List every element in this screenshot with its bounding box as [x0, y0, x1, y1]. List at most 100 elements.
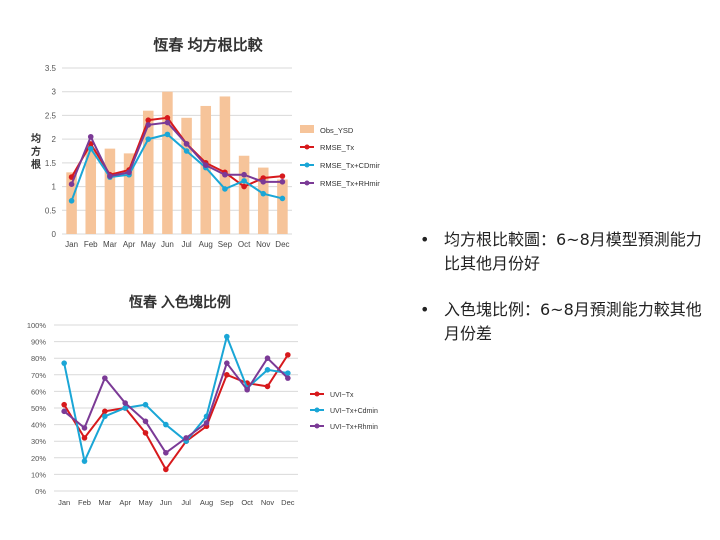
bar-obs-ysd [238, 155, 250, 234]
series-point [81, 458, 88, 464]
legend-label: Obs_YSD [320, 126, 354, 135]
series-point [126, 169, 132, 176]
series-point [224, 372, 230, 378]
legend-label: RMSE_Tx [320, 143, 354, 152]
series-point [244, 386, 250, 393]
legend-label: RMSE_Tx+CDmin [320, 161, 380, 170]
y-tick-label: 100% [27, 321, 47, 330]
series-point [107, 173, 113, 179]
y-tick-label: 80% [31, 354, 46, 363]
series-point [102, 375, 108, 381]
y-tick-label: 3 [52, 88, 57, 97]
y-tick-label: 2 [52, 135, 57, 144]
series-point [222, 171, 228, 178]
legend-swatch-marker [304, 180, 310, 186]
y-tick-label: 40% [31, 421, 46, 430]
bar-obs-ysd [219, 96, 231, 234]
x-tick-label: Apr [119, 498, 131, 507]
legend-label: UVI~Tx+Rhmin [330, 424, 378, 431]
series-point [264, 355, 271, 361]
bar-obs-ysd [104, 148, 116, 234]
x-tick-label: Sep [220, 498, 233, 507]
series-point [61, 408, 67, 415]
series-point [142, 430, 149, 436]
color-block-ratio-chart: 恆春 入色塊比例 0% 10% 20% 30% 40% 50% 60% 70% 80% 90% 100… [0, 290, 380, 524]
series-point [142, 401, 149, 408]
legend-label: RMSE_Tx+RHmin [320, 179, 380, 188]
x-tick-label: May [138, 498, 152, 507]
y-axis-label-char: 均 [31, 132, 41, 145]
bar-obs-ysd [181, 117, 192, 234]
series-point [142, 418, 149, 425]
series-point [164, 131, 171, 138]
series-line [70, 133, 283, 202]
series-point [202, 162, 209, 169]
series-point [122, 400, 128, 406]
y-tick-label: 3.5 [45, 64, 57, 73]
x-tick-label: Jun [160, 498, 172, 507]
series-point [81, 435, 88, 441]
legend-swatch-marker [314, 407, 320, 413]
y-tick-label: 10% [31, 470, 46, 479]
x-tick-label: Aug [199, 240, 213, 249]
series-point [145, 136, 152, 142]
rmse-chart: 恆春 均方根比較 0 0.5 1 1.5 2 2.5 3 3.5 均方根 Jan Feb Mar Apr M… [0, 28, 381, 272]
legend-swatch-marker [304, 144, 310, 150]
x-tick-label: Jan [58, 498, 70, 507]
series-point [264, 367, 271, 373]
legend-label: UVI~Tx+Cdmin [330, 408, 378, 415]
x-tick-label: Nov [256, 240, 270, 249]
series-point [279, 173, 286, 179]
series-point [241, 171, 247, 178]
series-point [279, 179, 286, 185]
bar-obs-ysd [277, 179, 288, 234]
x-tick-label: Sep [218, 240, 233, 249]
x-tick-label: Feb [84, 240, 98, 249]
color-block-ratio-chart-svg: 恆春 入色塊比例 0% 10% 20% 30% 40% 50% 60% 70% 80% 90% 100… [27, 294, 378, 507]
bar-obs-ysd [257, 167, 269, 234]
series-point [264, 383, 271, 390]
series-point [224, 333, 230, 340]
series-point [183, 148, 190, 154]
series-point [285, 375, 291, 381]
bullet-text: 入色塊比例：6~8月預測能力較其他月份差 [444, 300, 702, 343]
series-point [145, 122, 152, 128]
y-tick-label: 60% [31, 387, 46, 396]
bar-obs-ysd [162, 91, 173, 234]
y-tick-label: 0.5 [45, 206, 57, 215]
series-point [164, 119, 171, 126]
series-line [70, 121, 283, 185]
series-point [241, 178, 247, 184]
x-tick-label: Apr [123, 240, 136, 249]
x-tick-label: Mar [98, 498, 111, 507]
y-axis-label-char: 方 [31, 145, 41, 158]
y-tick-label: 1.5 [45, 159, 57, 168]
series-point [203, 420, 210, 426]
x-tick-label: Mar [103, 240, 117, 249]
series-point [68, 198, 75, 204]
series-point [68, 181, 75, 187]
series-point [145, 117, 152, 123]
x-tick-label: Dec [281, 498, 295, 507]
bullet-dot: • [420, 300, 430, 319]
series-point [122, 405, 128, 411]
series-point [87, 145, 94, 152]
series-point [81, 425, 88, 431]
y-tick-label: 0 [52, 230, 57, 239]
y-tick-label: 30% [31, 437, 46, 446]
y-axis-label-char: 根 [31, 158, 41, 171]
x-tick-label: Jun [161, 240, 174, 249]
x-tick-label: Dec [275, 240, 289, 249]
bar-obs-ysd [123, 153, 135, 234]
bullet-dot: • [420, 230, 430, 249]
x-tick-label: Jul [181, 240, 191, 249]
bullet-text: 均方根比較圖：6~8月模型預測能力比其他月份好 [444, 230, 702, 273]
x-tick-label: Nov [261, 498, 275, 507]
series-point [163, 466, 169, 473]
chart-title: 恆春 入色塊比例 [128, 294, 231, 310]
y-tick-label: 1 [52, 183, 57, 192]
series-line [63, 333, 288, 465]
series-point [260, 190, 267, 197]
x-tick-label: Feb [78, 498, 91, 507]
series-point [241, 183, 247, 190]
